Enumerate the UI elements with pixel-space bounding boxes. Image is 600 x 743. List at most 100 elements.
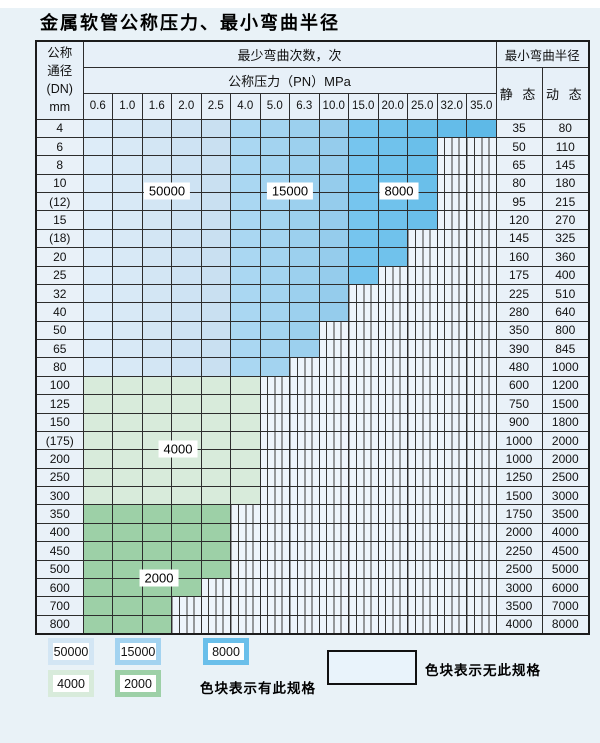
spec-cell: [200, 541, 231, 561]
no-spec-cell: [407, 467, 438, 488]
no-spec-cell: [436, 449, 467, 469]
spec-cell: [436, 118, 467, 138]
spec-cell: [407, 210, 438, 230]
no-spec-cell: [289, 559, 320, 579]
dn-cell: 4: [35, 118, 84, 138]
dynamic-radius-cell: 2000: [541, 449, 590, 469]
table-row: (18) 145 325: [35, 228, 590, 249]
dn-cell: (175): [35, 430, 84, 451]
spec-cell: [259, 247, 290, 267]
no-spec-cell: [348, 596, 379, 616]
dn-cell: 125: [35, 394, 84, 414]
no-spec-cell: [318, 375, 349, 396]
spec-cell: [82, 375, 113, 396]
page-title: 金属软管公称压力、最小弯曲半径: [40, 13, 340, 34]
static-radius-cell: 95: [495, 191, 543, 212]
spec-cell: [171, 228, 202, 249]
spec-cell: [348, 210, 379, 230]
spec-cell: [230, 191, 261, 212]
spec-cell: [318, 283, 349, 304]
spec-cell: [200, 173, 231, 194]
static-radius-cell: 750: [495, 394, 543, 414]
table-row: 600 3000 6000: [35, 577, 590, 598]
spec-cell: [82, 191, 113, 212]
pressure-columns-row: 0.6 1.0 1.6 2.0 2.5 4.0 5.0 6.3 10.0 15.0 20.0 25.0…: [36, 92, 589, 120]
no-spec-cell: [466, 173, 497, 194]
no-spec-cell: [377, 614, 408, 635]
no-spec-cell: [436, 522, 467, 543]
table-row: (12) 95 215: [35, 191, 590, 212]
spec-cell: [112, 467, 143, 488]
no-spec-cell: [436, 504, 467, 524]
static-radius-cell: 80: [495, 173, 543, 194]
spec-cell: [82, 577, 113, 598]
spec-cell: [289, 247, 320, 267]
no-spec-cell: [348, 412, 379, 432]
spec-cell: [230, 320, 261, 341]
no-spec-cell: [348, 614, 379, 635]
no-spec-cell: [259, 412, 290, 432]
spec-cell: [82, 522, 113, 543]
spec-cell: [141, 357, 172, 377]
spec-cell: [230, 412, 261, 432]
no-spec-cell: [259, 596, 290, 616]
spec-cell: [171, 559, 202, 579]
spec-cell: [348, 265, 379, 285]
spec-cell: [112, 522, 143, 543]
no-spec-cell: [259, 467, 290, 488]
static-radius-cell: 120: [495, 210, 543, 230]
spec-cell: [200, 191, 231, 212]
bend-count-label: 15000: [266, 182, 314, 200]
dynamic-radius-cell: 510: [541, 283, 590, 304]
no-spec-cell: [466, 302, 497, 322]
no-spec-cell: [289, 577, 320, 598]
spec-cell: [171, 357, 202, 377]
header-static: 静 态: [495, 66, 543, 120]
no-spec-cell: [377, 357, 408, 377]
spec-cell: [171, 504, 202, 524]
spec-cell: [141, 394, 172, 414]
no-spec-cell: [466, 136, 497, 157]
spec-cell: [230, 338, 261, 359]
spec-cell: [171, 118, 202, 138]
dn-cell: 6: [35, 136, 84, 157]
no-spec-cell: [377, 541, 408, 561]
spec-cell: [112, 155, 143, 175]
no-spec-cell: [348, 394, 379, 414]
table-row: 125 750 1500: [35, 394, 590, 414]
spec-cell: [141, 596, 172, 616]
no-spec-cell: [436, 247, 467, 267]
table-row: 4 35 80: [35, 118, 590, 138]
spec-cell: [259, 118, 290, 138]
header-dn: 公称 通径 (DN) mm: [35, 40, 84, 120]
static-radius-cell: 2500: [495, 559, 543, 579]
spec-cell: [112, 577, 143, 598]
spec-cell: [318, 155, 349, 175]
spec-cell: [171, 283, 202, 304]
spec-cell: [141, 504, 172, 524]
spec-cell: [200, 357, 231, 377]
spec-cell: [259, 338, 290, 359]
no-spec-cell: [407, 247, 438, 267]
spec-cell: [82, 504, 113, 524]
no-spec-cell: [407, 357, 438, 377]
spec-cell: [82, 173, 113, 194]
header-dn-line2: 通径: [47, 64, 73, 79]
no-spec-cell: [377, 283, 408, 304]
spec-cell: [318, 191, 349, 212]
no-spec-cell: [407, 559, 438, 579]
spec-cell: [112, 191, 143, 212]
no-spec-cell: [377, 504, 408, 524]
dynamic-radius-cell: 7000: [541, 596, 590, 616]
no-spec-cell: [466, 191, 497, 212]
no-spec-cell: [171, 614, 202, 635]
no-spec-cell: [348, 467, 379, 488]
dynamic-radius-cell: 145: [541, 155, 590, 175]
no-spec-cell: [466, 394, 497, 414]
no-spec-cell: [348, 541, 379, 561]
no-spec-cell: [407, 577, 438, 598]
table-row: 65 390 845: [35, 338, 590, 359]
no-spec-cell: [436, 265, 467, 285]
no-spec-cell: [289, 467, 320, 488]
